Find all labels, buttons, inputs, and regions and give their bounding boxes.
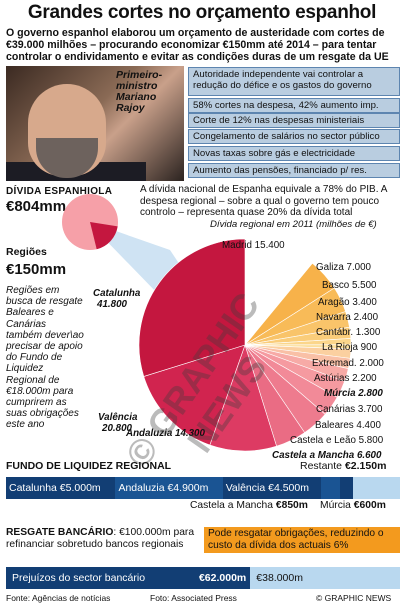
fund-sub-murcia-value: €600m (353, 500, 386, 511)
footer-photo-credit: Foto: Associated Press (150, 593, 237, 603)
bank-loss-value: €62.000m (198, 572, 247, 584)
bank-bailout-note: Pode resgatar obrigações, reduzindo o cu… (204, 527, 400, 553)
bank-bailout-text: RESGATE BANCÁRIO: €100.000m para refinan… (6, 527, 210, 551)
fact-item: Autoridade independente vai controlar a … (188, 67, 400, 96)
fund-sub-castela-prefix: Castela a Mancha (190, 500, 273, 511)
fund-remaining-label: Restante (300, 460, 343, 472)
chart-title: Dívida regional em 2011 (milhões de €) (210, 219, 377, 230)
bailout-text: Regiões em busca de resgate Baleares e C… (6, 285, 84, 431)
photo-caption: Primeiro-ministro Mariano Rajoy (116, 69, 163, 114)
pie-label-m-rcia: Múrcia 2.800 (324, 388, 383, 399)
fund-segment-catalunha: Catalunha €5.000m (6, 477, 116, 499)
footer-source: Fonte: Agências de notícias (6, 593, 111, 603)
fact-item: Congelamento de salários no sector públi… (188, 129, 400, 144)
pie-label-basco: Basco 5.500 (322, 280, 377, 291)
fact-item: Corte de 12% nas despesas ministeriais (188, 113, 400, 128)
pie-labels-group: Madrid 15.400 Galiza 7.000 Basco 5.500 Arag… (93, 240, 384, 461)
pie-group (138, 238, 352, 452)
page-title: Grandes cortes no orçamento espanhol (27, 2, 377, 23)
bank-loss-label: Prejuízos do sector bancário (12, 572, 146, 584)
bank-bailout-label: RESGATE BANCÁRIO (6, 527, 114, 538)
pie-label-navarra: Navarra 2.400 (316, 312, 379, 323)
bank-bar: Prejuízos do sector bancário €62.000m €38.… (6, 567, 400, 589)
bank-rest-value: €38.000m (256, 572, 303, 584)
fund-sub-castela: Castela a Mancha €850m (190, 500, 308, 511)
regions-value: €150mm (6, 261, 67, 278)
pie-label-can-rias: Canárias 3.700 (316, 404, 383, 415)
pie-label-cant-br-: Cantábr. 1.300 (316, 327, 381, 338)
fund-remaining: Restante €2.150m (300, 460, 386, 472)
fact-item: Aumento das pensões, financiado p/ res. (188, 163, 400, 178)
debt-pie-regions (90, 222, 118, 250)
pie-label-baleares: Baleares 4.400 (315, 420, 381, 431)
bank-bailout-detail: : €100.000m para refinanciar sobretudo b… (6, 527, 195, 550)
debt-label: DÍVIDA ESPANHIOLA (6, 186, 113, 197)
fund-segment-castela-a-mancha (321, 477, 340, 499)
pie-label-val-ncia: Valência 20.800 (98, 412, 138, 434)
fund-remaining-value: €2.150m (344, 460, 387, 472)
regions-label: Regiões (6, 246, 47, 258)
debt-value: €804mm (6, 198, 67, 215)
pie-label-ast-rias: Astúrias 2.200 (314, 373, 377, 384)
pie-slice-madrid (244, 238, 313, 346)
fund-segment-andaluzia: Andaluzia €4.900m (115, 477, 223, 499)
pie-slice-val-ncia (143, 344, 246, 446)
fact-item: Novas taxas sobre gás e electricidade (188, 146, 400, 161)
pie-label-galiza: Galiza 7.000 (316, 262, 372, 273)
fund-segment-val-ncia: Valência €4.500m (222, 477, 322, 499)
pie-label-andaluzia: Andaluzia 14.300 (125, 428, 206, 439)
fund-title: FUNDO DE LIQUIDEZ REGIONAL (6, 460, 172, 472)
pie-label-extremad-: Extremad. 2.000 (312, 358, 384, 369)
fact-item: 58% cortes na despesa, 42% aumento imp. (188, 98, 400, 113)
fund-sub-murcia: Múrcia €600m (320, 500, 386, 511)
pie-label-la-rioja: La Rioja 900 (322, 342, 378, 353)
fund-bar: Catalunha €5.000m Andaluzia €4.900m Valênc… (6, 477, 400, 499)
fund-sub-castela-value: €850m (275, 500, 308, 511)
rajoy-photo (6, 66, 184, 181)
pie-label-madrid: Madrid 15.400 (222, 240, 285, 251)
pie-slice-catalunha (138, 238, 246, 377)
fund-sub-murcia-prefix: Múrcia (320, 500, 351, 511)
intro-text: O governo espanhol elaborou um orçamento… (6, 27, 389, 63)
debt-note: A dívida nacional de Espanha equivale a … (140, 184, 387, 218)
pie-label-castela-a-mancha: Castela a Mancha 6.600 (272, 450, 382, 461)
pie-label-catalunha: Catalunha 41.800 (93, 288, 141, 310)
bank-loss-segment: Prejuízos do sector bancário €62.000m (6, 567, 251, 589)
fund-segment-m-rcia (339, 477, 353, 499)
pie-label-castela-e-le-o: Castela e Leão 5.800 (290, 435, 384, 446)
pie-label-arag-o: Aragão 3.400 (318, 297, 377, 308)
footer-brand: © GRAPHIC NEWS (316, 593, 392, 603)
